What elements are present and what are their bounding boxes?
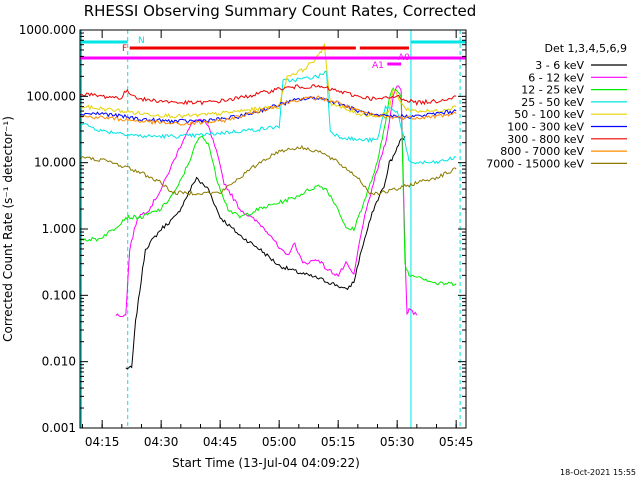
series-line-5: [80, 42, 457, 119]
legend-label: 800 - 7000 keV: [500, 145, 584, 158]
x-tick-label: 05:00: [262, 435, 297, 449]
x-tick-label: 04:30: [144, 435, 179, 449]
x-axis: 04:15 04:30 04:45 05:00 05:15 05:30 05:45: [81, 30, 474, 449]
state-bar-label: A1: [372, 61, 384, 71]
series-line-4: [80, 70, 457, 165]
y-tick-label: 1.000: [42, 222, 76, 236]
x-tick-label: 05:30: [380, 435, 415, 449]
generated-date: 18-Oct-2021 15:55: [560, 468, 636, 477]
y-tick-label: 10.000: [34, 156, 76, 170]
y-tick-label: 0.010: [42, 355, 76, 369]
legend-label: 7000 - 15000 keV: [486, 157, 584, 170]
legend-label: 100 - 300 keV: [507, 121, 584, 134]
legend-label: 6 - 12 keV: [528, 71, 584, 84]
y-tick-label: 1000.000: [19, 23, 76, 37]
y-tick-label: 100.000: [26, 89, 76, 103]
x-tick-label: 04:45: [203, 435, 238, 449]
y-tick-label: 0.100: [42, 288, 76, 302]
y-axis: 1000.000 100.000 10.000 1.000 0.100 0.010 0.00…: [19, 23, 466, 435]
legend-label: 3 - 6 keV: [535, 59, 584, 72]
series-line-7: [80, 84, 457, 107]
y-tick-label: 0.001: [42, 421, 76, 435]
y-axis-label: Corrected Count Rate (s⁻¹ detector⁻¹): [1, 116, 15, 342]
state-bar-label: F: [122, 44, 127, 54]
legend-label: 12 - 25 keV: [521, 84, 584, 97]
series-line-9: [80, 144, 457, 196]
legend-label: 50 - 100 keV: [514, 108, 584, 121]
legend-title: Det 1,3,4,5,6,9: [544, 42, 627, 55]
x-tick-label: 05:45: [439, 435, 474, 449]
series-line-2: [115, 85, 418, 318]
x-axis-label: Start Time (13-Jul-04 04:09:22): [172, 456, 360, 470]
legend-label: 300 - 800 keV: [507, 133, 584, 146]
chart-title: RHESSI Observing Summary Count Rates, Co…: [84, 2, 477, 20]
state-bar-label: N: [138, 36, 145, 46]
x-tick-label: 04:15: [85, 435, 120, 449]
legend-label: 25 - 50 keV: [521, 96, 584, 109]
series-line-8: [80, 95, 457, 126]
x-tick-label: 05:15: [321, 435, 356, 449]
state-bar-label: A0: [398, 53, 410, 63]
series-line-1: [125, 136, 406, 370]
